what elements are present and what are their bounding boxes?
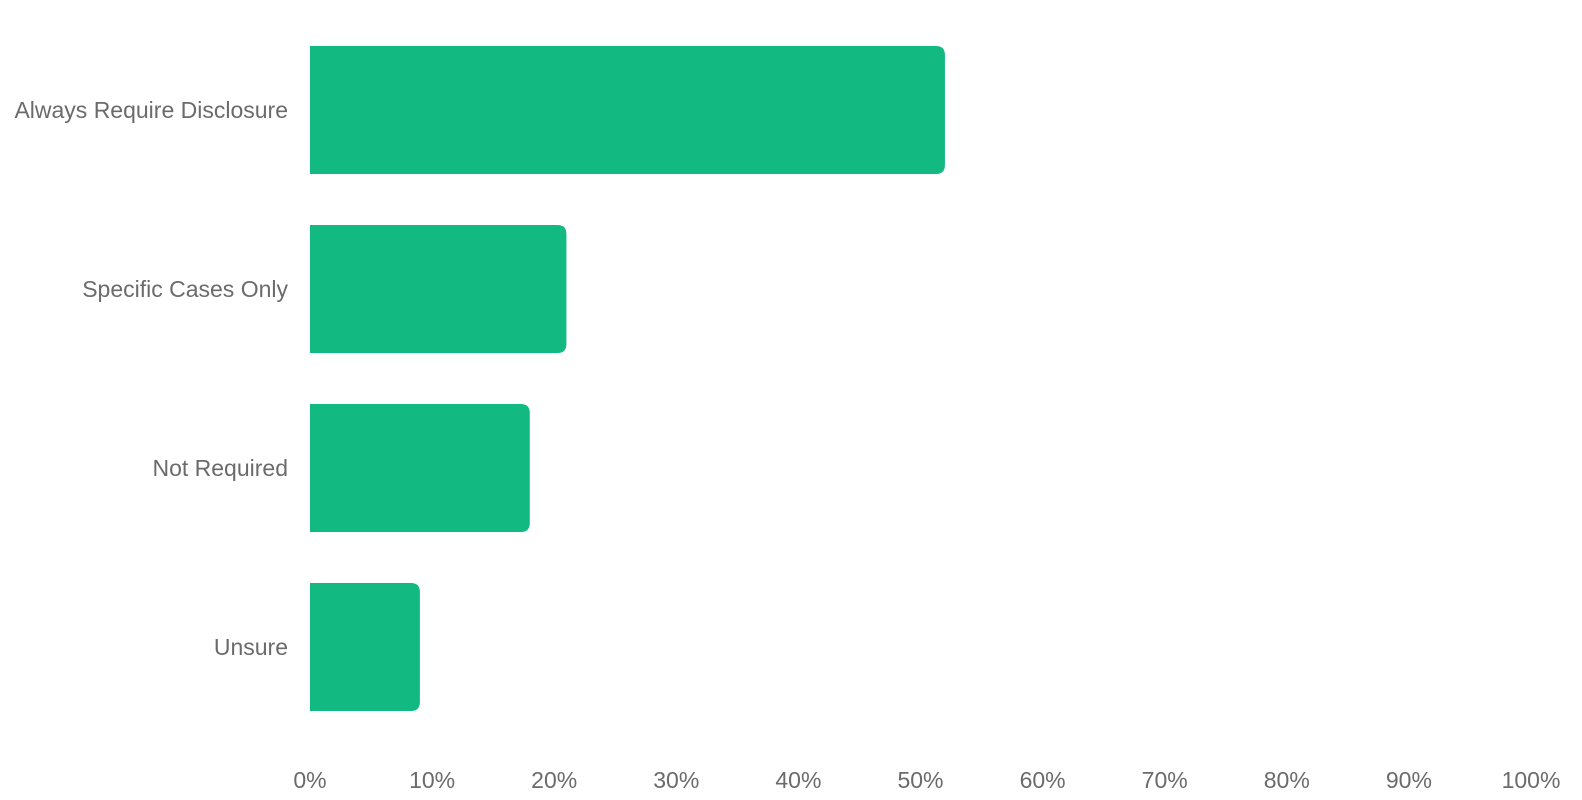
- category-label-not-required: Not Required: [152, 455, 288, 481]
- bar-always-require-disclosure: [310, 46, 945, 174]
- category-label-always-require-disclosure: Always Require Disclosure: [14, 97, 288, 123]
- x-axis-tick-labels-group: 0% 10% 20% 30% 40% 50% 60% 70% 80% 90% 100%: [293, 767, 1560, 793]
- bar-specific-cases-only: [310, 225, 567, 353]
- x-tick-label-80pct: 80%: [1264, 767, 1310, 793]
- x-tick-label-70pct: 70%: [1142, 767, 1188, 793]
- x-tick-label-30pct: 30%: [653, 767, 699, 793]
- category-label-specific-cases-only: Specific Cases Only: [82, 276, 288, 302]
- x-tick-label-60pct: 60%: [1020, 767, 1066, 793]
- x-tick-label-90pct: 90%: [1386, 767, 1432, 793]
- category-labels-group: Always Require Disclosure Specific Cases …: [14, 97, 288, 660]
- x-tick-label-10pct: 10%: [409, 767, 455, 793]
- bar-not-required: [310, 404, 530, 532]
- bars-group: [310, 46, 945, 711]
- x-tick-label-20pct: 20%: [531, 767, 577, 793]
- x-tick-label-100pct: 100%: [1502, 767, 1561, 793]
- category-label-unsure: Unsure: [214, 634, 288, 660]
- bar-unsure: [310, 583, 420, 711]
- x-tick-label-50pct: 50%: [897, 767, 943, 793]
- x-tick-label-0pct: 0%: [293, 767, 326, 793]
- x-tick-label-40pct: 40%: [775, 767, 821, 793]
